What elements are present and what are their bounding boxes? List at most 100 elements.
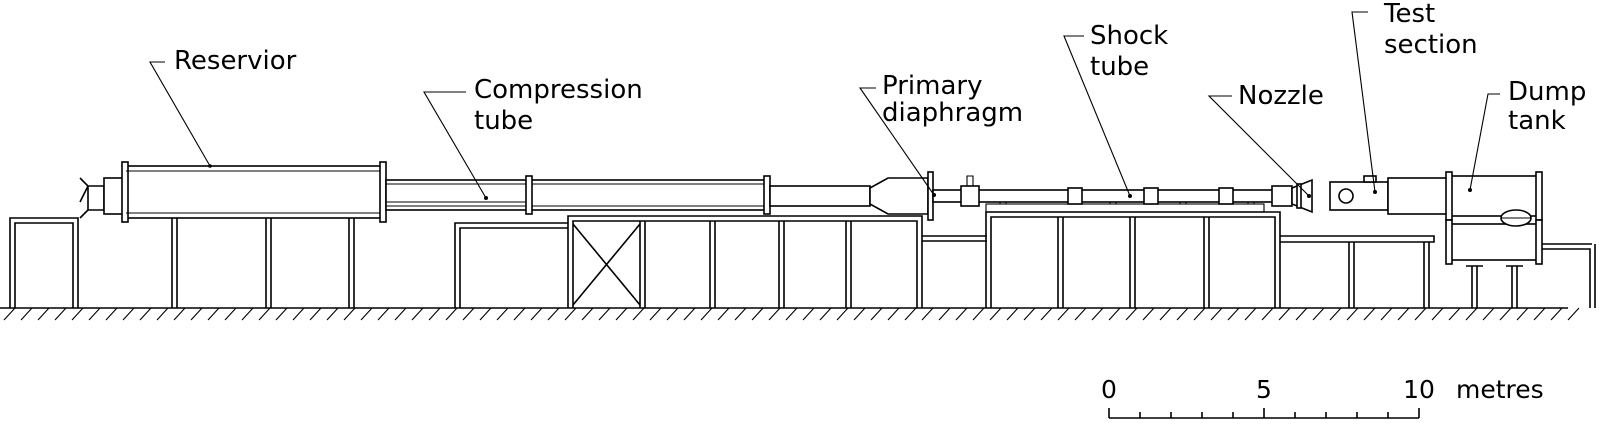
ground-hatch-mark: [1159, 307, 1172, 321]
ground-hatch-mark: [513, 307, 526, 321]
ground-hatch-mark: [989, 307, 1002, 321]
ground-hatch-mark: [1312, 307, 1325, 321]
leader-dump-tank: [1469, 93, 1500, 191]
shock-tube-coupling-1: [1067, 187, 1083, 205]
ground-hatch-mark: [1142, 307, 1155, 321]
shock-tube-valve: [966, 175, 974, 186]
label-nozzle: Nozzle: [1238, 81, 1324, 111]
ground-hatch-mark: [207, 307, 220, 321]
ground-hatch-mark: [275, 307, 288, 321]
ground-hatch-mark: [156, 307, 169, 321]
label-shock-tube-line1: Shock: [1090, 21, 1168, 51]
stand-connector-1: [922, 235, 987, 242]
ground-hatch-mark: [683, 307, 696, 321]
label-test-section-line2: section: [1384, 30, 1478, 60]
dump-tank-flange-left: [1445, 171, 1453, 221]
ground-hatch-mark: [530, 307, 543, 321]
leader-primary-diaphragm-dot: [932, 193, 936, 197]
ground-hatch-mark: [1227, 307, 1240, 321]
ground-hatch-mark: [360, 307, 373, 321]
leader-nozzle-dot: [1307, 194, 1311, 198]
leader-lines: [149, 11, 1500, 200]
label-primary-diaphragm-line2: diaphragm: [882, 98, 1023, 128]
ground-hatch-mark: [1176, 307, 1189, 321]
ground-hatch-mark: [1006, 307, 1019, 321]
leader-nozzle: [1207, 95, 1310, 197]
ground-hatch-mark: [853, 307, 866, 321]
ground-hatch-mark: [54, 307, 67, 321]
scale-bar-labels: 0 5 10: [1101, 375, 1435, 404]
label-dump-tank-line1: Dump: [1508, 77, 1586, 107]
ground-hatch-mark: [887, 307, 900, 321]
label-test-section-line1: Test: [1383, 0, 1435, 29]
driver-section: [769, 185, 871, 207]
ground-hatch-mark: [445, 307, 458, 321]
ground-hatch-mark: [190, 307, 203, 321]
stand-compression-main: [567, 215, 923, 308]
label-reservoir: Reservior: [174, 46, 297, 76]
ground-hatch-mark: [700, 307, 713, 321]
ground-hatch-mark: [547, 307, 560, 321]
ground-hatch-mark: [173, 307, 186, 321]
stand-left-frame: [9, 217, 79, 308]
reservoir-flange-left: [121, 161, 129, 223]
ground-hatch-mark: [292, 307, 305, 321]
ground-hatch-mark: [1108, 307, 1121, 321]
ground-hatch-mark: [615, 307, 628, 321]
compression-tube-flange-mid: [525, 175, 533, 215]
ground-hatch-mark: [326, 307, 339, 321]
label-primary-diaphragm-line1: Primary: [882, 71, 982, 101]
ground-hatch-mark: [1533, 307, 1546, 321]
ground-hatch-mark: [394, 307, 407, 321]
primary-diaphragm-housing: [869, 177, 929, 215]
nozzle-flange: [1296, 183, 1302, 209]
ground-hatch-mark: [1346, 307, 1359, 321]
ground-hatch-mark: [921, 307, 934, 321]
ground-hatch-mark: [377, 307, 390, 321]
ground-hatch-mark: [122, 307, 135, 321]
ground-hatch-mark: [1550, 307, 1563, 321]
reservoir-end-cap: [79, 177, 105, 219]
ground-hatching: [3, 307, 1580, 321]
ground-hatch-mark: [768, 307, 781, 321]
compression-tube-inner: [386, 183, 766, 207]
ground-hatch-mark: [836, 307, 849, 321]
scale-tick-label: 0: [1101, 375, 1117, 404]
scale-tick-label: 5: [1256, 375, 1272, 404]
support-stands: [9, 200, 1596, 308]
ground-hatch-mark: [802, 307, 815, 321]
leader-compression-tube: [423, 91, 487, 199]
label-shock-tube-line2: tube: [1090, 52, 1149, 82]
ground-hatch-mark: [1499, 307, 1512, 321]
stand-compression-bays: [572, 221, 852, 308]
ground-hatch-mark: [1057, 307, 1070, 321]
ground-hatch-mark: [1363, 307, 1376, 321]
ground-hatch-mark: [785, 307, 798, 321]
ground-hatch-mark: [88, 307, 101, 321]
ground-hatch-mark: [734, 307, 747, 321]
leader-test-section: [1351, 11, 1376, 193]
ground-hatch-mark: [1210, 307, 1223, 321]
ground-hatch-mark: [1125, 307, 1138, 321]
ground-hatch-mark: [955, 307, 968, 321]
ground-hatch-mark: [1567, 307, 1580, 321]
ground-hatch-mark: [819, 307, 832, 321]
lower-tank-flange-left: [1445, 219, 1453, 265]
ground-hatch-mark: [139, 307, 152, 321]
ground-hatch-mark: [717, 307, 730, 321]
exhaust-pipe: [1538, 243, 1596, 308]
ground-hatch-mark: [1193, 307, 1206, 321]
stand-shock-main: [985, 211, 1281, 308]
reservoir-legs: [171, 215, 355, 308]
ground-hatch-mark: [1023, 307, 1036, 321]
ground-hatch-mark: [581, 307, 594, 321]
test-section-port: [1363, 175, 1377, 183]
leader-primary-diaphragm: [858, 87, 935, 196]
leader-shock-tube-dot: [1128, 194, 1132, 198]
label-compression-tube-line1: Compression: [474, 75, 643, 105]
ground-hatch-mark: [462, 307, 475, 321]
ground-hatch-mark: [241, 307, 254, 321]
lower-tank-flange-right: [1535, 219, 1543, 265]
ground-hatch-mark: [1397, 307, 1410, 321]
